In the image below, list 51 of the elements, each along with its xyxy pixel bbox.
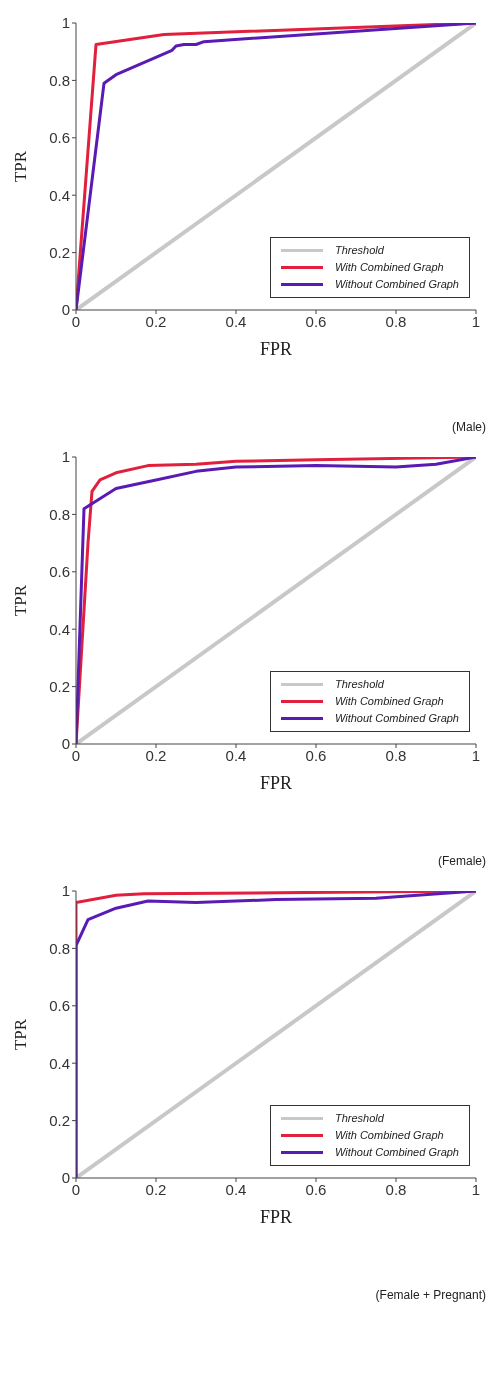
y-tick-label: 0: [61, 1169, 70, 1187]
y-tick-label: 0.8: [49, 505, 70, 523]
x-tick-label: 0.4: [225, 746, 247, 764]
x-tick-label: 0.8: [385, 746, 407, 764]
x-tick-label: 0.6: [305, 312, 327, 330]
x-tick-label: 0.6: [305, 1180, 327, 1198]
legend-label: Without Combined Graph: [334, 711, 459, 726]
y-tick-label: 0.4: [49, 620, 70, 638]
x-axis-title: FPR: [259, 339, 293, 359]
x-tick-label: 0.4: [225, 1180, 247, 1198]
y-tick-label: 1: [61, 14, 70, 32]
y-tick-label: 1: [61, 882, 70, 900]
x-tick-label: 0.4: [225, 312, 247, 330]
y-tick-label: 0.6: [49, 997, 70, 1015]
y-tick-label: 0.2: [49, 1111, 70, 1129]
legend-label: Threshold: [334, 1111, 384, 1126]
y-tick-label: 0.6: [49, 563, 70, 581]
x-axis-title: FPR: [259, 773, 293, 793]
y-tick-label: 0.4: [49, 1054, 70, 1072]
legend-label: Threshold: [334, 677, 384, 692]
y-tick-label: 1: [61, 448, 70, 466]
y-axis-title: TPR: [11, 1018, 31, 1051]
x-tick-label: 1: [471, 1180, 481, 1198]
y-tick-label: 0.4: [49, 186, 70, 204]
x-axis-title: FPR: [259, 1207, 293, 1227]
y-tick-label: 0.8: [49, 939, 70, 957]
legend-label: Without Combined Graph: [334, 1145, 459, 1160]
x-tick-label: 1: [471, 312, 481, 330]
x-tick-label: 0.6: [305, 746, 327, 764]
legend-label: With Combined Graph: [334, 1128, 444, 1143]
legend-label: With Combined Graph: [334, 260, 444, 275]
x-tick-label: 0.8: [385, 312, 407, 330]
y-tick-label: 0: [61, 735, 70, 753]
y-tick-label: 0.2: [49, 677, 70, 695]
y-tick-label: 0: [61, 301, 70, 319]
text: (Male): [451, 420, 487, 434]
y-axis-title: TPR: [11, 150, 31, 183]
y-axis-title: TPR: [11, 584, 31, 617]
y-tick-label: 0.2: [49, 243, 70, 261]
y-tick-label: 0.8: [49, 71, 70, 89]
legend-label: Without Combined Graph: [334, 277, 459, 292]
legend-label: With Combined Graph: [334, 694, 444, 709]
x-tick-label: 0.8: [385, 1180, 407, 1198]
text: (Female + Pregnant): [374, 1288, 487, 1302]
y-tick-label: 0.6: [49, 129, 70, 147]
x-tick-label: 1: [471, 746, 481, 764]
x-tick-label: 0.2: [145, 1180, 167, 1198]
x-tick-label: 0.2: [145, 312, 167, 330]
legend-label: Threshold: [334, 243, 384, 258]
x-tick-label: 0.2: [145, 746, 167, 764]
text: (Female): [437, 854, 487, 868]
